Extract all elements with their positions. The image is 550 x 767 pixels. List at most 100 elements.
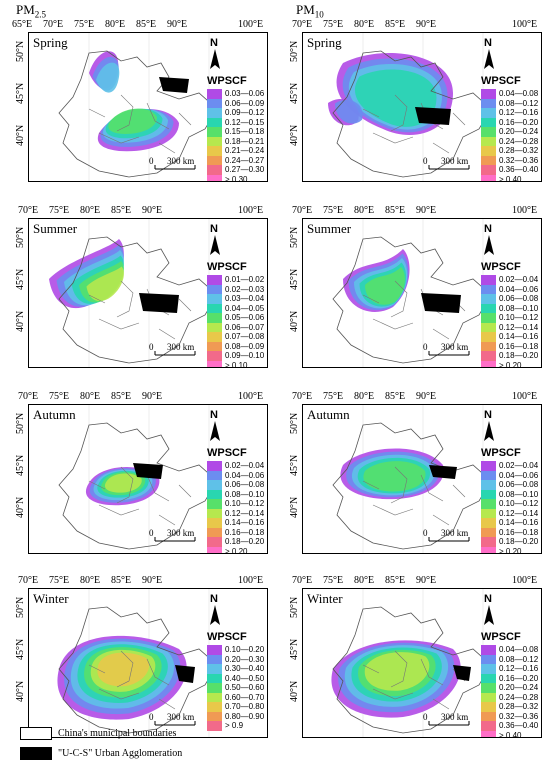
legend-swatch — [207, 117, 222, 127]
x-tick-label: 70°E — [18, 391, 39, 402]
legend-label: 0.08—0.12 — [499, 98, 539, 108]
legend-swatch — [481, 711, 496, 721]
legend-label: 0.18—0.21 — [225, 136, 265, 146]
legend-title: WPSCF — [207, 75, 247, 87]
legend-row: 0.14—0.16 — [207, 518, 264, 528]
legend-label: 0.30—0.40 — [225, 664, 265, 674]
legend-swatch — [481, 341, 496, 351]
map-frame: Spring N 0 300 km WPSCF 0.03—0.06 0.06—0.09 0.0… — [28, 32, 268, 182]
municipal-boundary — [372, 318, 414, 330]
scale-zero: 0 — [423, 528, 428, 538]
scale-label: 300 km — [441, 156, 469, 166]
legend-swatch — [481, 303, 496, 313]
legend-row: > 0.40 — [481, 730, 538, 737]
municipal-boundary — [98, 132, 140, 144]
scale-bar — [154, 721, 196, 726]
legend-swatch — [481, 351, 496, 361]
legend-row: > 0.9 — [207, 721, 264, 731]
legend-swatch — [481, 654, 496, 664]
municipal-boundary — [390, 94, 408, 132]
map-frame: Spring N 0 300 km WPSCF 0.04—0.08 0.08—0.12 0.1… — [302, 32, 542, 182]
legend-row: 0.24—0.27 — [207, 155, 265, 165]
municipal-boundary — [362, 664, 380, 674]
legend-swatch — [207, 683, 222, 693]
legend-row: 0.32—0.36 — [481, 711, 538, 721]
legend-label: 0.60—0.70 — [225, 692, 265, 702]
legend-swatch — [207, 303, 222, 313]
x-tick-label: 100°E — [238, 391, 264, 402]
legend-row: 0.04—0.08 — [481, 89, 538, 99]
legend-row: 0.09—0.12 — [207, 108, 264, 118]
legend-row: 0.06—0.08 — [481, 480, 538, 490]
legend-row: 0.08—0.10 — [481, 303, 538, 313]
x-tick-label: 80°E — [80, 575, 101, 586]
season-label: Autumn — [33, 407, 76, 422]
legend-label: 0.28—0.32 — [499, 146, 539, 156]
x-tick-label: 75°E — [323, 205, 344, 216]
legend-swatch — [481, 470, 496, 480]
x-tick-label: 100°E — [512, 205, 538, 216]
legend-row: > 0.20 — [481, 360, 538, 367]
xinjiang-boundary — [332, 422, 492, 550]
legend-title: WPSCF — [207, 631, 247, 643]
wpscf-legend: WPSCF 0.02—0.04 0.04—0.06 0.06—0.08 0.08—0.1… — [481, 261, 538, 367]
x-tick-label: 100°E — [238, 19, 264, 30]
legend-swatch — [207, 294, 222, 304]
urban-agglomeration-area — [429, 465, 457, 479]
legend-row: > 0.10 — [207, 360, 264, 367]
y-tick-label: 40°N — [289, 680, 300, 702]
legend-row: 0.16—0.18 — [481, 527, 538, 537]
legend-row: 0.10—0.12 — [481, 499, 538, 509]
legend-label: 0.09—0.12 — [225, 108, 265, 118]
wpscf-contour — [363, 461, 426, 492]
x-tick-label: 90°E — [416, 205, 437, 216]
y-tick-label: 40°N — [15, 310, 26, 332]
map-drawing — [328, 33, 492, 181]
x-tick-label: 70°E — [292, 391, 313, 402]
legend-swatch — [481, 730, 496, 737]
xinjiang-boundary — [332, 236, 492, 364]
legend-label: 0.02—0.03 — [225, 284, 265, 294]
legend-label: 0.04—0.05 — [225, 303, 265, 313]
legend-row: 0.14—0.16 — [481, 518, 538, 528]
legend-label: 0.03—0.04 — [225, 294, 265, 304]
legend-swatch — [207, 721, 222, 731]
x-tick-label: 90°E — [416, 391, 437, 402]
wpscf-legend: WPSCF 0.02—0.04 0.04—0.06 0.06—0.08 0.08—0.1… — [481, 447, 539, 553]
legend-label: 0.04—0.06 — [499, 470, 539, 480]
x-tick-label: 85°E — [136, 19, 157, 30]
north-arrow-icon: N — [207, 593, 223, 629]
municipal-boundary — [452, 112, 466, 126]
legend-swatch — [481, 664, 496, 674]
legend-swatch — [481, 360, 496, 367]
legend-swatch — [207, 313, 222, 323]
legend-row: 0.10—0.12 — [207, 499, 264, 509]
x-tick-label: 70°E — [18, 205, 39, 216]
municipal-boundary — [362, 480, 380, 490]
legend-row: 0.06—0.09 — [207, 98, 264, 108]
legend-label: 0.24—0.27 — [225, 155, 265, 165]
legend-row: 0.20—0.24 — [481, 127, 538, 137]
legend-label: > 0.20 — [225, 546, 248, 554]
legend-label: 0.36—0.40 — [499, 165, 539, 175]
x-tick-label: 75°E — [49, 391, 70, 402]
wpscf-contour — [96, 62, 120, 93]
legend-row: 0.10—0.20 — [207, 645, 264, 655]
legend-row: 0.08—0.09 — [207, 341, 264, 351]
legend-swatch — [207, 360, 222, 367]
legend-label: 0.02—0.04 — [499, 461, 539, 471]
legend-swatch — [481, 98, 496, 108]
legend-label: 0.20—0.24 — [499, 683, 539, 693]
scale-label: 300 km — [167, 156, 195, 166]
north-arrow-shape — [484, 605, 494, 625]
legend-swatch — [207, 480, 222, 490]
legend-swatch — [207, 136, 222, 146]
x-tick-label: 70°E — [292, 575, 313, 586]
legend-swatch — [207, 664, 222, 674]
legend-label: 0.40—0.50 — [225, 673, 265, 683]
x-tick-label: 100°E — [238, 205, 264, 216]
wpscf-contour — [335, 99, 363, 124]
legend-label: 0.70—0.80 — [225, 702, 265, 712]
legend-label: 0.03—0.06 — [225, 89, 265, 99]
legend-label: 0.09—0.10 — [225, 351, 265, 361]
